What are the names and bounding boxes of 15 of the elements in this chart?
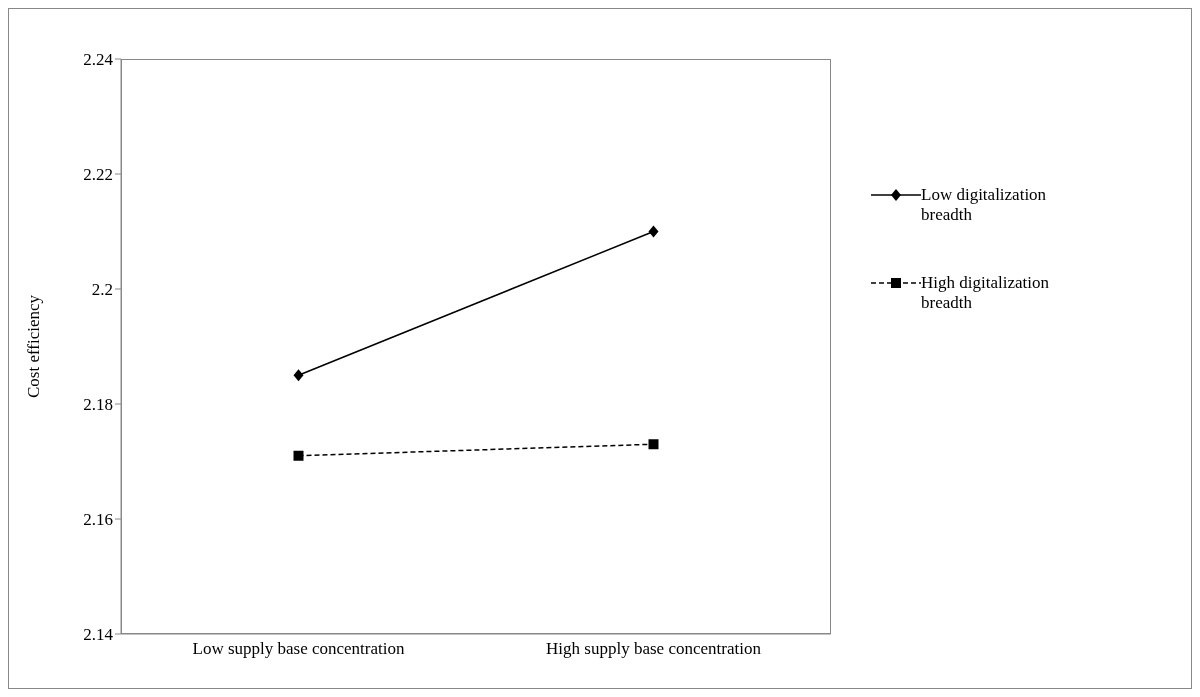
point	[293, 369, 304, 382]
y-tick-label: 2.22	[83, 165, 113, 185]
y-tick-label: 2.14	[83, 625, 114, 645]
legend-label: Low digitalization breadth	[921, 185, 1048, 225]
y-axis-title: Cost efficiency	[24, 294, 44, 399]
y-tick-label: 2.24	[83, 50, 114, 70]
y-tick-label: 2.16	[83, 510, 113, 530]
y-tick-label: 2.2	[91, 280, 113, 300]
x-tick-label: Low supply base concentration	[192, 639, 405, 659]
point	[293, 450, 304, 461]
point	[648, 225, 659, 238]
y-tick-label: 2.18	[83, 395, 113, 415]
x-tick-label: High supply base concentration	[546, 639, 762, 659]
legend-label: High digitalization breadth	[921, 273, 1050, 313]
point	[648, 439, 659, 450]
